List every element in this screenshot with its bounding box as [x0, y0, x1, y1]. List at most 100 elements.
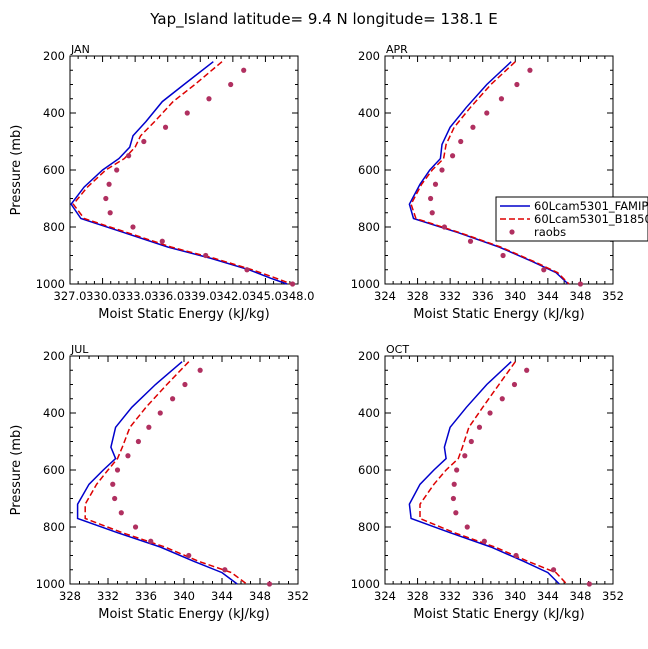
x-tick-label: 352: [602, 589, 624, 603]
x-tick-label: 348.0: [282, 289, 315, 303]
series-line-60lcam5301-b1850: [84, 361, 248, 585]
legend-label: 60Lcam5301_FAMIP: [534, 199, 648, 213]
data-point-raobs: [577, 281, 584, 287]
y-tick-label: 1000: [351, 277, 380, 291]
data-point-raobs: [513, 552, 519, 559]
data-point-raobs: [439, 167, 445, 173]
data-point-raobs: [470, 124, 476, 130]
data-point-raobs: [162, 124, 169, 130]
data-point-raobs: [454, 467, 460, 473]
data-point-raobs: [203, 252, 209, 259]
x-tick-label: 352: [602, 289, 624, 303]
x-tick-label: 330.0: [86, 289, 119, 303]
plot-frame: [384, 55, 614, 285]
data-point-raobs: [464, 524, 470, 530]
y-tick-label: 600: [358, 463, 380, 477]
data-point-raobs: [107, 210, 113, 216]
y-tick-label: 600: [43, 463, 65, 477]
panel-title: JUL: [70, 343, 89, 356]
x-tick-label: 344: [537, 589, 559, 603]
data-point-raobs: [126, 153, 132, 159]
data-point-raobs: [458, 138, 464, 145]
panel-apr: APR 324 328 332 336 340 344 348 352 200 400 600 800 1…: [351, 43, 624, 322]
series-line-60lcam5301-b1850: [419, 361, 568, 585]
series-line-60lcam5301-famip: [408, 361, 560, 585]
data-point-raobs: [132, 524, 139, 530]
data-point-raobs: [222, 567, 228, 573]
data-point-raobs: [103, 195, 109, 202]
x-axis-label: Moist Static Energy (kJ/kg): [413, 307, 584, 322]
y-tick-label: 400: [358, 406, 380, 420]
panel-jan: JAN 327.0 330.0 333.0 336.0 339.0 342.0 345.0 34…: [9, 43, 314, 322]
y-tick-label: 400: [358, 106, 380, 120]
panel-jul: JUL 328 332 336 340 344 348 352 200 400 600 800 1000…: [9, 343, 309, 622]
data-point-raobs: [266, 581, 273, 587]
y-tick-label: 600: [43, 163, 65, 177]
x-tick-label: 328: [407, 289, 429, 303]
data-point-raobs: [432, 181, 439, 187]
series-line-60lcam5301-famip: [70, 61, 288, 285]
data-point-raobs: [228, 81, 234, 88]
x-tick-label: 324: [374, 589, 396, 603]
y-tick-label: 800: [43, 220, 65, 234]
data-point-raobs: [550, 567, 557, 573]
data-point-raobs: [541, 267, 547, 273]
y-tick-label: 200: [358, 349, 380, 363]
data-point-raobs: [524, 367, 530, 373]
data-point-raobs: [184, 110, 190, 116]
legend-marker-dot: [509, 229, 515, 235]
data-point-raobs: [244, 267, 250, 273]
x-tick-label: 336.0: [151, 289, 184, 303]
data-point-raobs: [453, 510, 459, 516]
y-tick-label: 200: [43, 349, 65, 363]
x-axis-label: Moist Static Energy (kJ/kg): [98, 607, 269, 622]
data-point-raobs: [110, 481, 116, 487]
data-point-raobs: [186, 552, 192, 559]
data-point-raobs: [500, 252, 506, 259]
x-tick-label: 332: [97, 589, 119, 603]
panel-title: JAN: [70, 43, 90, 56]
data-point-raobs: [118, 510, 124, 516]
data-point-raobs: [586, 581, 592, 587]
data-point-raobs: [182, 381, 188, 388]
x-tick-label: 328: [407, 589, 429, 603]
figure-title: Yap_Island latitude= 9.4 N longitude= 13…: [149, 10, 497, 29]
data-point-raobs: [114, 167, 120, 173]
y-tick-label: 1000: [36, 277, 65, 291]
x-tick-label: 345.0: [249, 289, 282, 303]
panel-oct: OCT 324 328 332 336 340 344 348 352 200 400 600 800 1…: [351, 343, 624, 622]
data-point-raobs: [481, 538, 487, 544]
data-point-raobs: [450, 495, 456, 502]
x-tick-label: 340: [504, 289, 526, 303]
x-tick-label: 340: [504, 589, 526, 603]
y-tick-label: 800: [358, 520, 380, 534]
y-tick-label: 800: [358, 220, 380, 234]
data-point-raobs: [241, 67, 247, 73]
legend-label: 60Lcam5301_B1850: [534, 212, 648, 226]
data-point-raobs: [130, 224, 136, 230]
data-point-raobs: [289, 281, 296, 287]
x-tick-label: 324: [374, 289, 396, 303]
y-tick-label: 1000: [36, 577, 65, 591]
y-tick-label: 200: [43, 49, 65, 63]
x-tick-label: 332: [439, 289, 461, 303]
data-point-raobs: [197, 367, 203, 373]
x-tick-label: 344: [211, 589, 233, 603]
y-tick-label: 400: [43, 406, 65, 420]
x-tick-label: 344: [537, 289, 559, 303]
y-tick-label: 800: [43, 520, 65, 534]
x-tick-label: 352: [287, 589, 309, 603]
data-point-raobs: [449, 153, 456, 159]
x-axis-label: Moist Static Energy (kJ/kg): [413, 607, 584, 622]
series-line-60lcam5301-b1850: [72, 61, 292, 285]
data-point-raobs: [499, 396, 505, 402]
y-axis-label: Pressure (mb): [9, 425, 24, 516]
data-point-raobs: [157, 410, 163, 416]
x-tick-label: 336: [135, 589, 157, 603]
data-point-raobs: [451, 481, 457, 487]
data-point-raobs: [141, 138, 147, 145]
data-point-raobs: [467, 238, 474, 244]
data-point-raobs: [441, 224, 448, 230]
